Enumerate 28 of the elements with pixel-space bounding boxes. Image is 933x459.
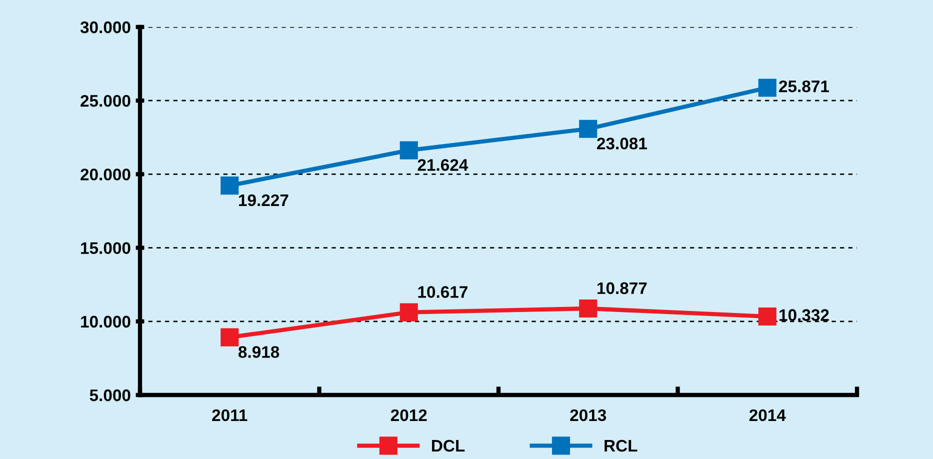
point [400, 141, 418, 160]
data-label: 8.918 [238, 346, 280, 358]
data-label: 10.877 [598, 282, 647, 294]
x-tick-label: 2014 [749, 409, 786, 422]
data-label: 25.871 [779, 80, 829, 92]
x-tick-label: 2013 [570, 409, 606, 422]
point [758, 78, 776, 97]
y-tick-label: 25.000 [80, 95, 130, 107]
point [579, 299, 598, 318]
y-tick-label: 20.000 [80, 168, 130, 180]
x-tick-label: 2011 [212, 409, 248, 422]
point [220, 176, 239, 195]
legend-label: RCL [604, 440, 638, 452]
data-label: 10.617 [418, 286, 468, 298]
y-tick-label: 15.000 [81, 242, 130, 254]
data-label: 21.624 [418, 159, 468, 171]
y-tick-label: 5.000 [90, 389, 130, 402]
point [579, 120, 598, 138]
legend-label: DCL [432, 440, 465, 452]
point [220, 328, 239, 346]
point [400, 303, 418, 322]
y-tick-label: 30.000 [80, 21, 130, 34]
point [758, 307, 776, 326]
data-label: 23.081 [597, 138, 647, 150]
x-tick-label: 2012 [390, 409, 427, 422]
data-label: 19.227 [239, 194, 288, 206]
data-label: 10.332 [780, 309, 829, 322]
y-tick-label: 10.000 [81, 316, 130, 328]
